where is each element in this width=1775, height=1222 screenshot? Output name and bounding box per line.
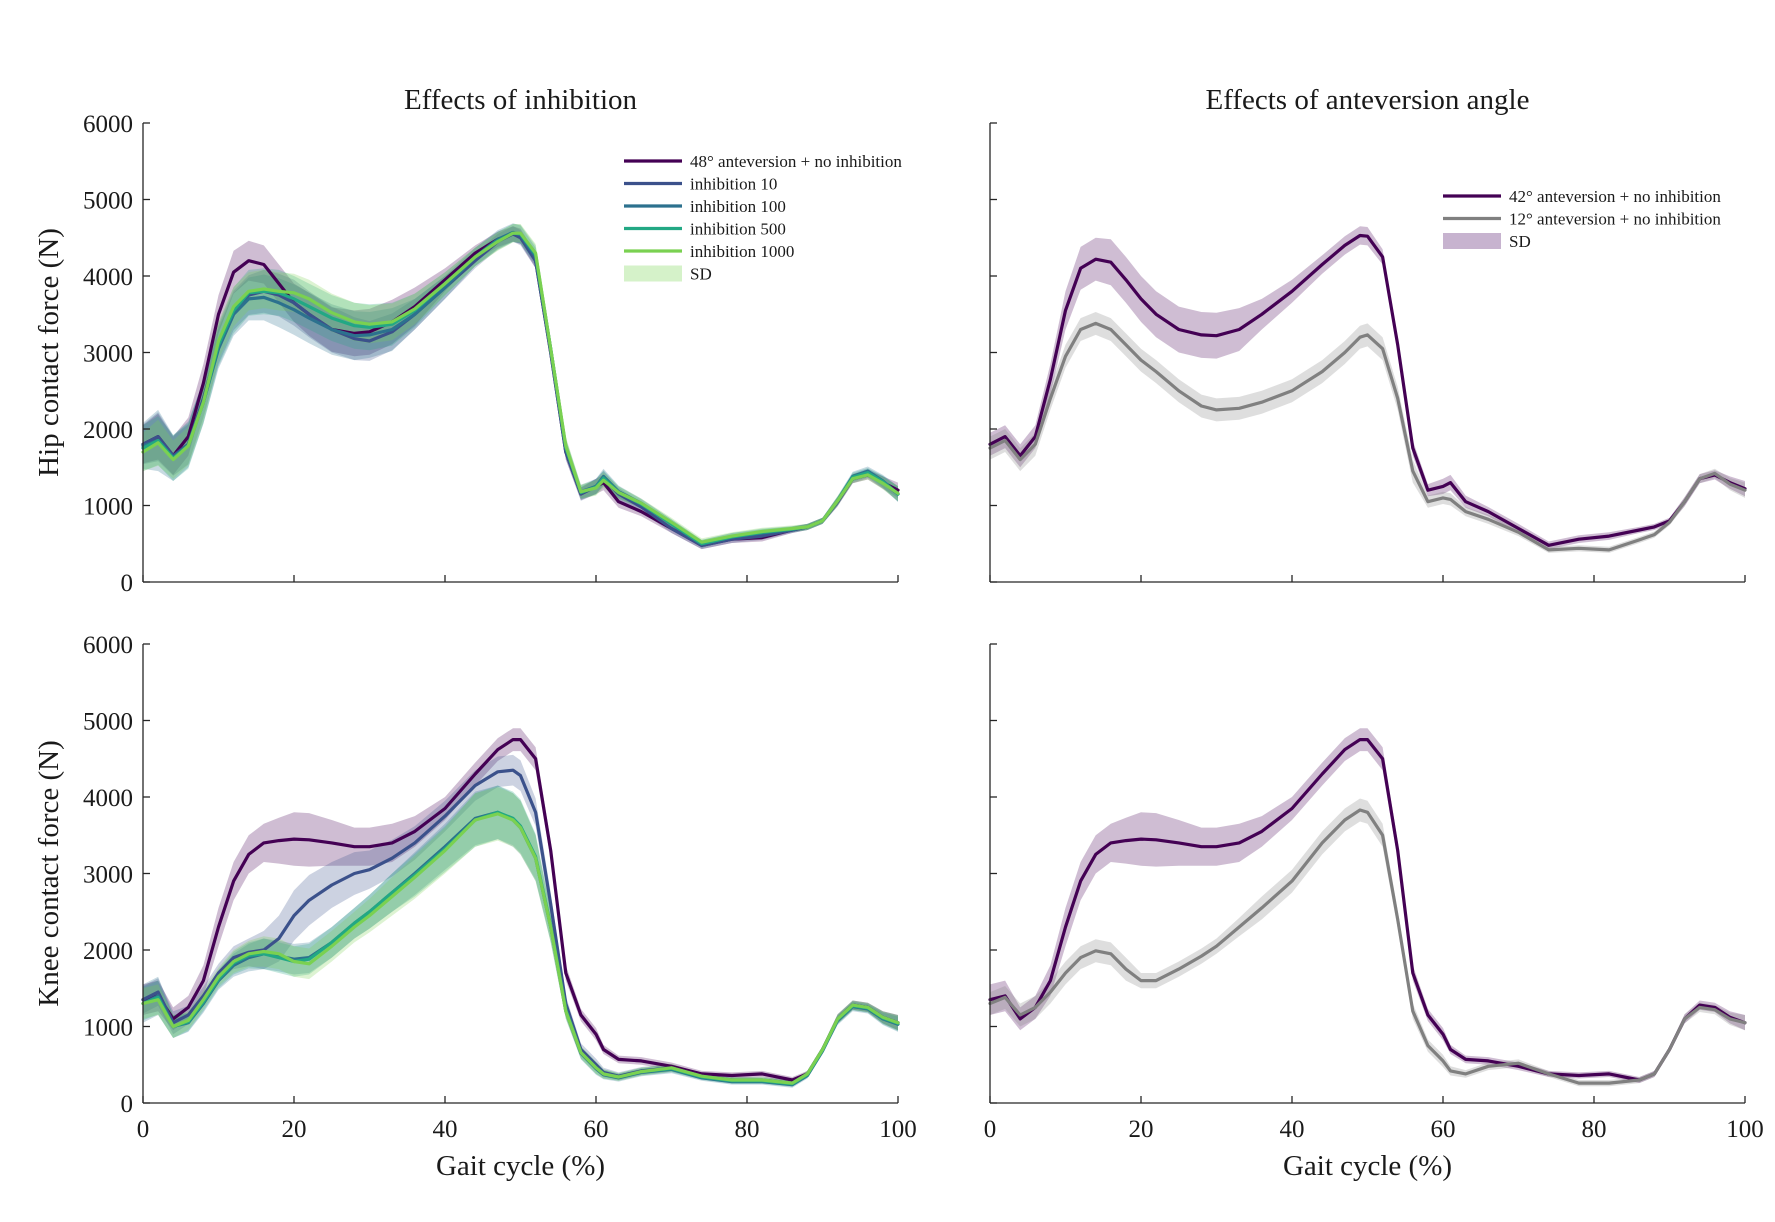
- y-tick-label: 2000: [83, 938, 133, 965]
- x-tick-label: 0: [984, 1116, 997, 1143]
- chart-panel-top-left: 0 1000 2000 3000 4000 5000 6000 Effects of inhi…: [33, 84, 902, 597]
- x-tick-label: 80: [735, 1116, 760, 1143]
- series-line-4: [141, 812, 900, 1085]
- x-tick-label: 100: [1726, 1116, 1764, 1143]
- legend-entry: inhibition 1000: [690, 242, 794, 261]
- legend-sd-swatch: [1443, 233, 1501, 249]
- legend-sd-swatch: [624, 265, 682, 282]
- series-line-1: [988, 808, 1747, 1085]
- legend-entry: 12° anteversion + no inhibition: [1509, 210, 1721, 229]
- y-tick-label: 0: [121, 570, 134, 597]
- legend-entry: inhibition 100: [690, 197, 786, 216]
- sd-band-4: [143, 787, 898, 1087]
- x-tick-label: 20: [282, 1116, 307, 1143]
- y-tick-label: 5000: [83, 188, 133, 215]
- chart-title: Effects of inhibition: [404, 84, 638, 116]
- x-tick-label: 40: [1280, 1116, 1305, 1143]
- sd-band-3: [143, 785, 898, 1087]
- x-tick-label: 20: [1129, 1116, 1154, 1143]
- legend-entry-sd: SD: [1509, 232, 1531, 251]
- legend-entry: 42° anteversion + no inhibition: [1509, 187, 1721, 206]
- y-tick-label: 4000: [83, 264, 133, 291]
- sd-band-1: [990, 312, 1745, 553]
- y-tick-label: 5000: [83, 709, 133, 736]
- y-tick-label: 1000: [83, 494, 133, 521]
- y-tick-label: 4000: [83, 785, 133, 812]
- y-tick-label: 1000: [83, 1015, 133, 1042]
- y-tick-label: 0: [121, 1091, 134, 1118]
- series-line-0: [988, 737, 1747, 1082]
- x-axis-label: Gait cycle (%): [436, 1150, 605, 1182]
- sd-band-1: [143, 226, 898, 550]
- series-line-4: [141, 231, 900, 544]
- y-tick-label: 6000: [83, 632, 133, 659]
- x-tick-label: 60: [1431, 1116, 1456, 1143]
- legend: 48° anteversion + no inhibition inhibitio…: [624, 152, 902, 284]
- x-tick-label: 40: [433, 1116, 458, 1143]
- legend-entry: inhibition 500: [690, 220, 786, 239]
- y-tick-label: 6000: [83, 111, 133, 138]
- x-tick-label: 60: [584, 1116, 609, 1143]
- chart-panel-bottom-right: 0 20 40 60 80 100 Gait cycle (%): [984, 643, 1764, 1182]
- y-tick-label: 3000: [83, 862, 133, 889]
- chart-panel-bottom-left: 0 1000 2000 3000 4000 5000 6000 0 20 40 60 80 100 Gai…: [33, 632, 917, 1182]
- sd-band-3: [143, 224, 898, 548]
- sd-band-4: [143, 224, 898, 546]
- legend-entry-sd: SD: [690, 265, 712, 284]
- y-axis-label: Hip contact force (N): [33, 228, 65, 477]
- sd-band-2: [143, 223, 898, 548]
- sd-band-0: [990, 226, 1745, 550]
- chart-title: Effects of anteversion angle: [1206, 84, 1530, 116]
- legend: 42° anteversion + no inhibition 12° antev…: [1443, 187, 1721, 251]
- x-tick-label: 100: [879, 1116, 917, 1143]
- x-tick-label: 80: [1582, 1116, 1607, 1143]
- sd-band-0: [990, 728, 1745, 1084]
- y-axis-label: Knee contact force (N): [33, 740, 65, 1006]
- legend-entry: 48° anteversion + no inhibition: [690, 152, 902, 171]
- x-axis-label: Gait cycle (%): [1283, 1150, 1452, 1182]
- sd-band-2: [143, 785, 898, 1088]
- series-line-1: [988, 321, 1747, 552]
- y-tick-label: 3000: [83, 341, 133, 368]
- series-line-0: [141, 737, 900, 1082]
- chart-panel-top-right: Effects of anteversion angle 42° antevers…: [988, 84, 1747, 583]
- x-tick-label: 0: [137, 1116, 150, 1143]
- series-line-0: [988, 233, 1747, 547]
- legend-entry: inhibition 10: [690, 175, 777, 194]
- y-tick-label: 2000: [83, 417, 133, 444]
- sd-band-1: [143, 754, 898, 1087]
